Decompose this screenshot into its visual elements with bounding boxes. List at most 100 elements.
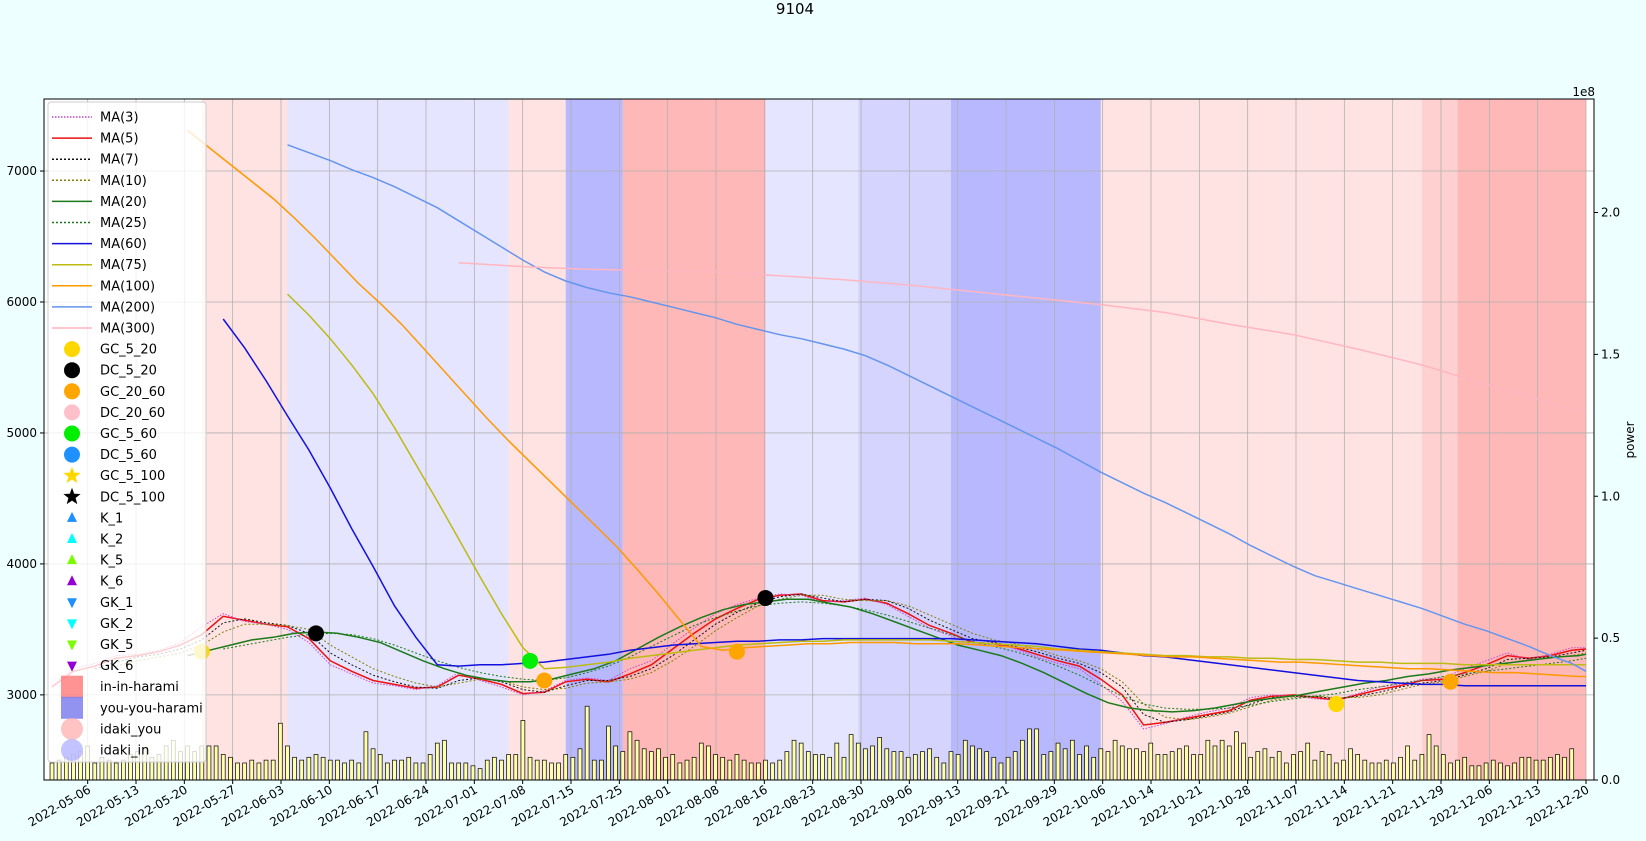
volume-bar xyxy=(1055,742,1061,781)
legend-label: K_2 xyxy=(100,533,123,548)
volume-bar xyxy=(1348,748,1353,781)
volume-bar xyxy=(327,759,333,781)
volume-bar xyxy=(242,762,247,781)
volume-bar xyxy=(1412,759,1418,781)
volume-bar xyxy=(1341,759,1346,781)
volume-bar xyxy=(791,739,797,781)
volume-bar xyxy=(984,751,989,781)
volume-bar xyxy=(1476,765,1482,781)
volume-bar xyxy=(270,759,276,781)
y-axis-left: 3000 4000 5000 6000 7000 xyxy=(6,164,44,702)
ma-line xyxy=(223,601,1587,710)
volume-bar xyxy=(784,751,790,781)
volume-bar xyxy=(913,754,918,781)
background-band xyxy=(1457,99,1586,780)
y-right-tick-label: 1.0 xyxy=(1601,489,1620,503)
volume-bar xyxy=(1455,759,1460,781)
volume-bar xyxy=(1319,751,1325,781)
background-bands xyxy=(201,99,1586,780)
volume-bar xyxy=(1383,759,1389,781)
volume-bar xyxy=(1419,754,1425,781)
legend-label: MA(200) xyxy=(100,300,155,315)
legend-label: K_6 xyxy=(100,575,123,590)
volume-bar xyxy=(677,762,683,781)
volume-bar xyxy=(691,756,697,781)
volume-bar xyxy=(477,768,483,781)
volume-bar xyxy=(534,759,540,781)
volume-bar xyxy=(470,765,476,781)
volume-bar xyxy=(263,759,269,781)
legend-label: MA(60) xyxy=(100,237,147,252)
volume-bar xyxy=(820,754,825,781)
volume-bar xyxy=(1569,748,1575,781)
ma-line xyxy=(286,293,1586,670)
legend-label: GK_2 xyxy=(100,617,133,632)
volume-bar xyxy=(563,754,569,781)
signal-marker xyxy=(536,672,553,689)
volume-bar xyxy=(1284,762,1289,781)
background-band xyxy=(508,99,566,780)
volume-bar xyxy=(56,759,62,781)
volume-bar xyxy=(570,756,576,781)
volume-bar xyxy=(920,751,925,781)
legend-swatch xyxy=(67,554,77,565)
volume-bar xyxy=(863,748,868,781)
legend-swatch xyxy=(61,696,83,719)
volume-bar xyxy=(1448,762,1453,781)
right-axis-label: power xyxy=(1623,421,1637,458)
legend-label: MA(20) xyxy=(100,195,147,210)
volume-bar xyxy=(1362,759,1368,781)
legend-label: K_5 xyxy=(100,554,123,569)
volume-bar xyxy=(1034,728,1039,781)
volume-bar xyxy=(542,759,547,781)
volume-bar xyxy=(1048,751,1054,781)
volume-bar xyxy=(513,754,519,781)
legend-label: GK_5 xyxy=(100,638,133,653)
volume-bar xyxy=(777,759,783,781)
volume-bar xyxy=(1469,765,1475,781)
volume-bar xyxy=(1355,754,1360,781)
volume-bar xyxy=(1498,762,1503,781)
y-axis-right: 0.0 0.5 1.0 1.5 2.0 xyxy=(1594,206,1620,787)
volume-bar xyxy=(670,754,676,781)
volume-bar xyxy=(1276,751,1282,781)
volume-bar xyxy=(991,756,997,781)
y-tick-label: 4000 xyxy=(6,557,37,571)
volume-bar xyxy=(49,762,55,781)
background-band xyxy=(1100,99,1422,780)
volume-bar xyxy=(1526,756,1532,781)
volume-bar xyxy=(1433,745,1439,781)
legend-label: in-in-harami xyxy=(100,680,179,695)
volume-bar xyxy=(1041,754,1047,781)
signal-marker xyxy=(522,652,539,669)
volume-bar xyxy=(92,762,98,781)
volume-bar xyxy=(962,739,968,781)
background-band xyxy=(622,99,766,780)
volume-bar xyxy=(549,762,554,781)
volume-bar xyxy=(399,759,404,781)
ma-line xyxy=(116,594,1587,721)
legend-swatch xyxy=(67,575,77,586)
volume-bar xyxy=(427,754,433,781)
volume-bar xyxy=(1405,745,1410,781)
y-tick-label: 3000 xyxy=(6,688,37,702)
legend-label: DC_5_20 xyxy=(100,364,157,379)
legend-swatch xyxy=(67,598,77,609)
volume-bar xyxy=(1062,748,1068,781)
volume-bar xyxy=(342,762,347,781)
volume-bar xyxy=(706,745,711,781)
legend-label: MA(5) xyxy=(100,132,139,147)
volume-bar xyxy=(113,762,119,781)
volume-bar xyxy=(1333,762,1339,781)
ma-line xyxy=(458,261,1587,415)
legend-label: GK_1 xyxy=(100,596,133,611)
volume-bar xyxy=(1177,748,1182,781)
legend-label: MA(10) xyxy=(100,174,147,189)
volume-bars xyxy=(49,705,1575,781)
volume-bar xyxy=(106,759,112,781)
legend-label: K_1 xyxy=(100,511,123,526)
volume-bar xyxy=(392,759,397,781)
volume-bar xyxy=(1069,739,1075,781)
volume-bar xyxy=(927,748,932,781)
volume-bar xyxy=(1091,756,1096,781)
